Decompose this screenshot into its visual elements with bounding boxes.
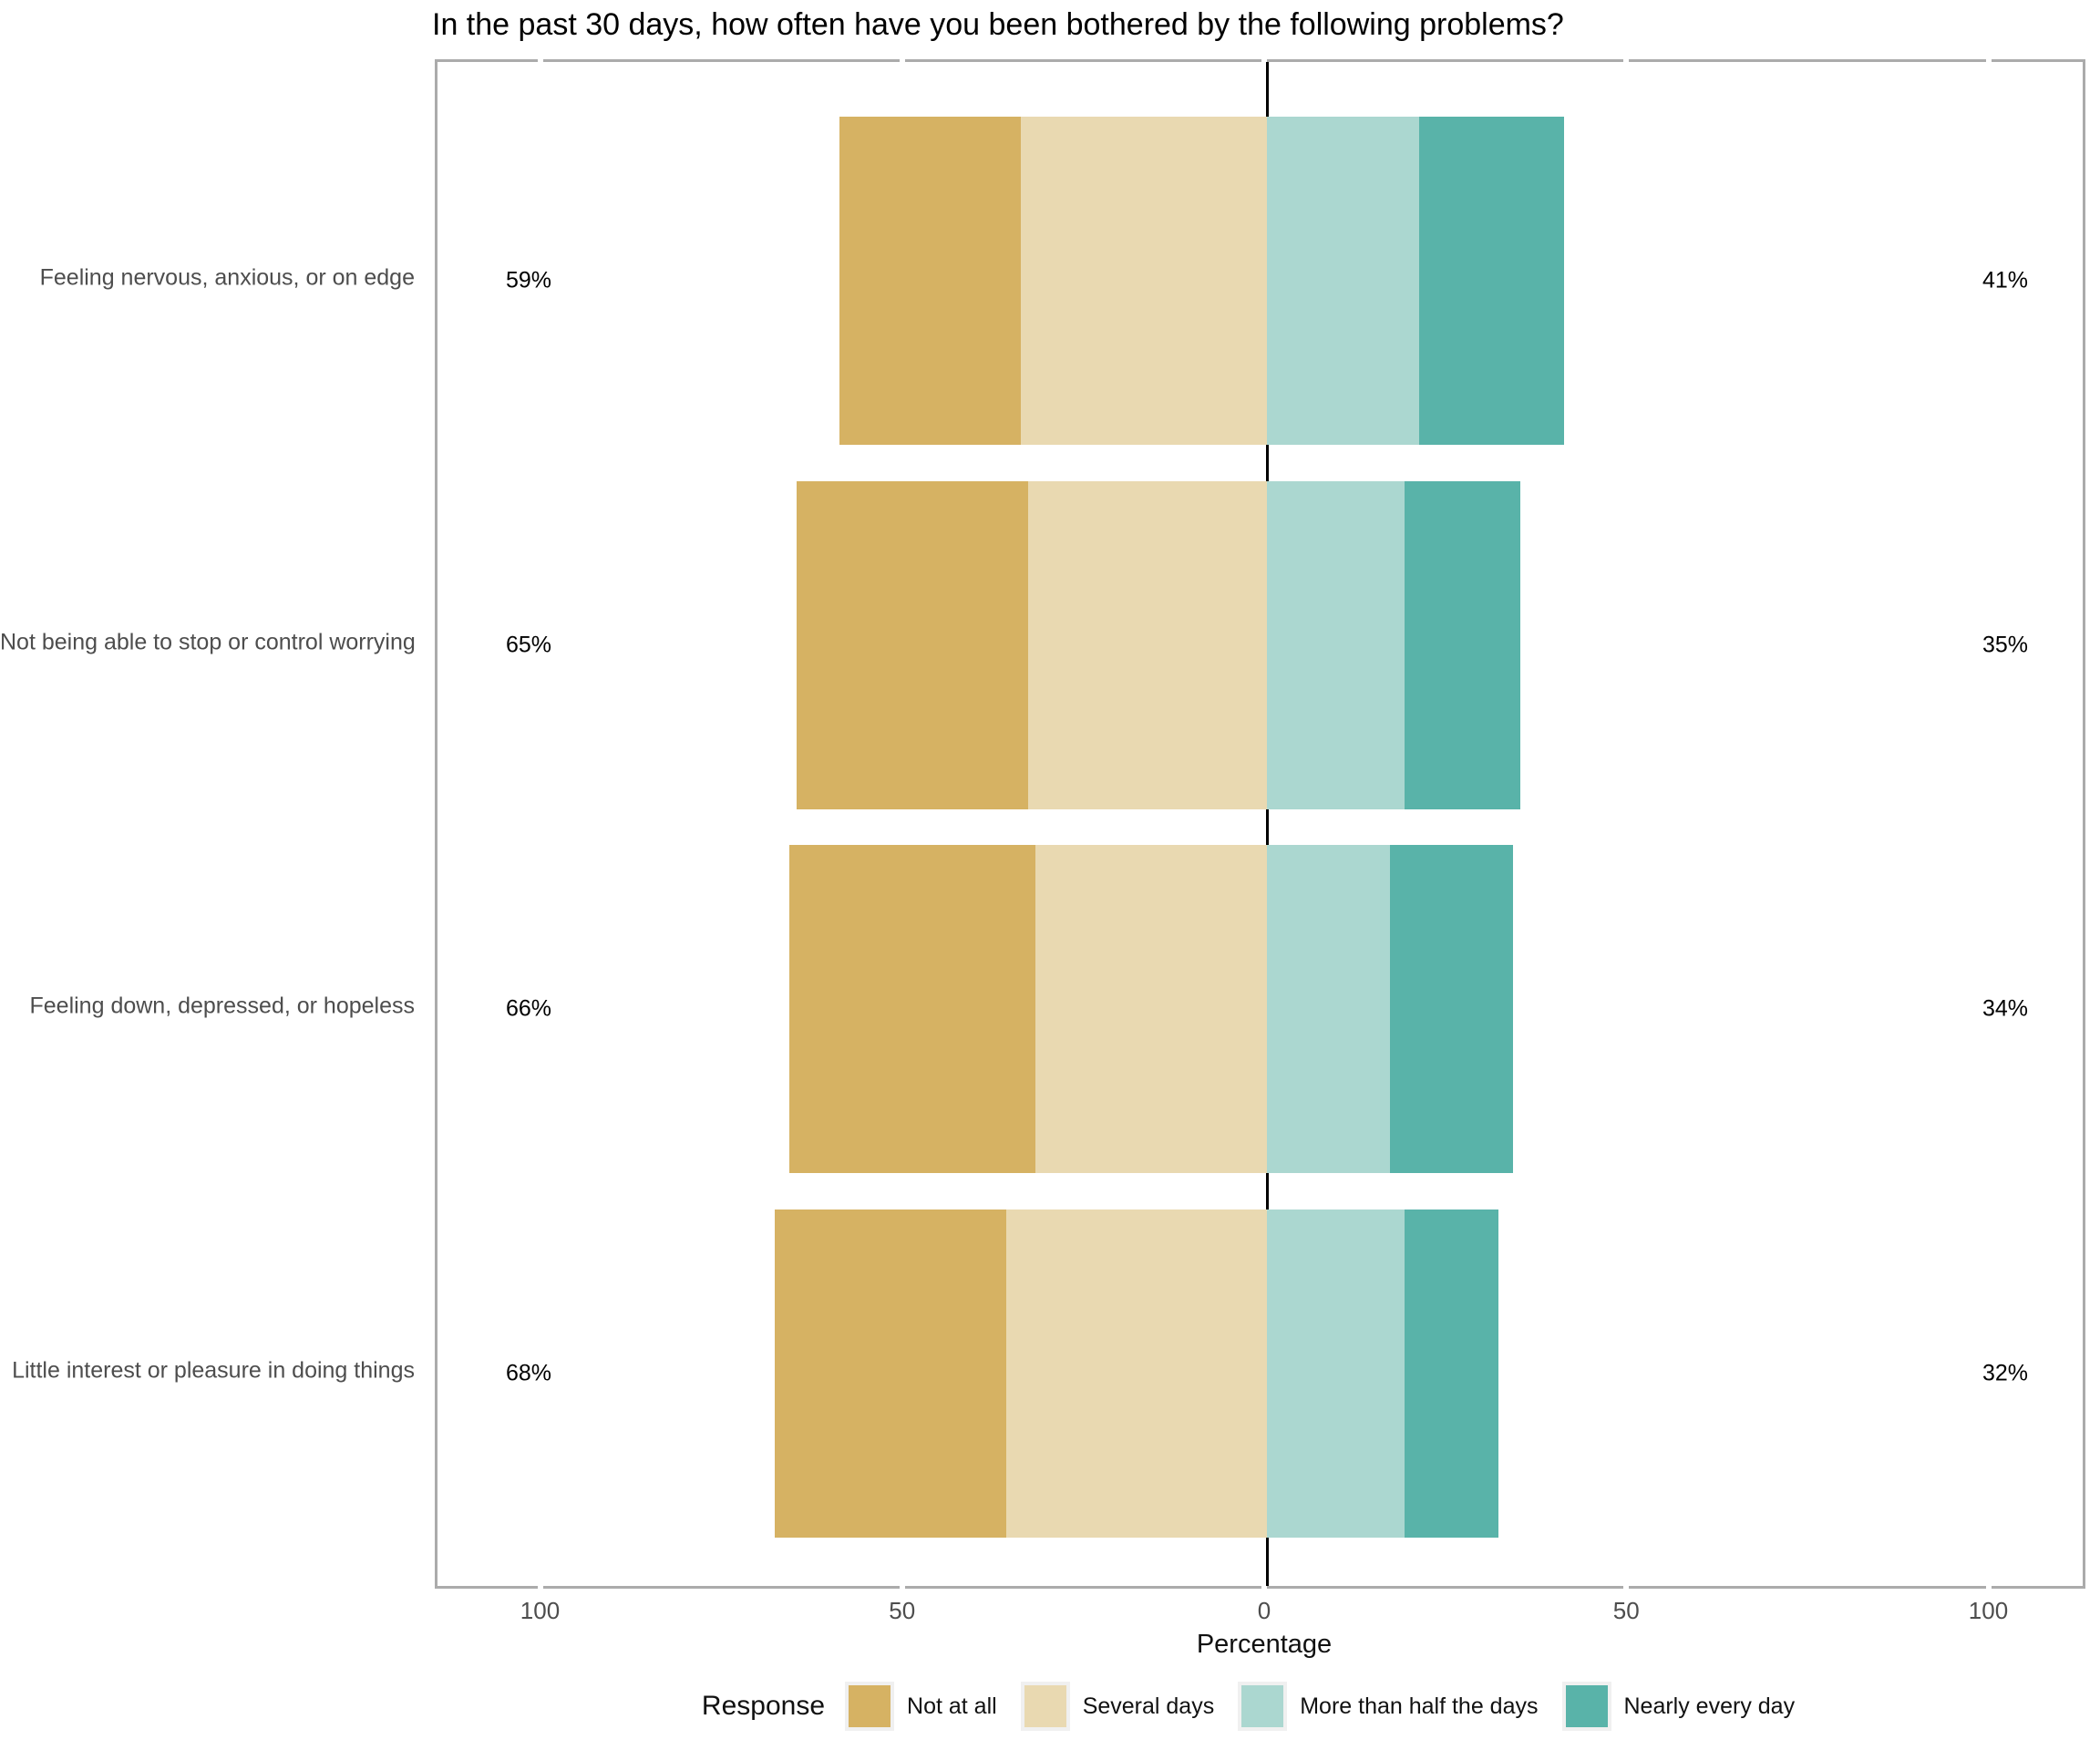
legend-item-several-days: Several days (1020, 1682, 1215, 1731)
right-total-label: 34% (1982, 995, 2029, 1022)
bar-segment-nearly-every-day (1390, 845, 1514, 1173)
tick-notch (1985, 1586, 1992, 1589)
legend-label: Several days (1082, 1693, 1215, 1719)
legend-label: Nearly every day (1623, 1693, 1796, 1719)
plot-panel: 59% 41% 65% 35% 66% 34% 68% 32% (435, 59, 2085, 1589)
legend-item-nearly-every-day: Nearly every day (1561, 1682, 1796, 1731)
bar-segment-not-at-all (774, 1209, 1006, 1538)
bar-row-little-interest-or-pleasure-in-doing-things (438, 1209, 2088, 1538)
legend-item-not-at-all: Not at all (845, 1682, 997, 1731)
tick-notch (537, 59, 543, 62)
tick-notch (1985, 59, 1992, 62)
bar-row-feeling-down-depressed-or-hopeless (438, 845, 2088, 1173)
legend-label: Not at all (907, 1693, 997, 1719)
tick-notch (1623, 1586, 1630, 1589)
bar-row-feeling-nervous-anxious-or-on-edge (438, 117, 2088, 445)
category-label-not-being-able-to-stop-or-control-worrying: Not being able to stop or control worryi… (0, 629, 416, 654)
bar-segment-nearly-every-day (1418, 117, 1564, 445)
legend-swatch-not-at-all (849, 1685, 891, 1727)
x-tick-label: 50 (1612, 1597, 1640, 1624)
category-label-feeling-nervous-anxious-or-on-edge: Feeling nervous, anxious, or on edge (39, 264, 415, 291)
left-total-label: 65% (505, 632, 552, 657)
right-total-label: 41% (1982, 267, 2029, 293)
x-tick-label: 50 (889, 1597, 916, 1624)
x-tick-label: 100 (520, 1597, 561, 1624)
right-total-label: 32% (1982, 1360, 2029, 1385)
bar-segment-nearly-every-day (1404, 480, 1521, 809)
bar-segment-more-than-half-the-days (1267, 117, 1419, 445)
legend-item-more-than-half-the-days: More than half the days (1238, 1682, 1539, 1731)
x-tick-label: 0 (1257, 1597, 1271, 1624)
legend-swatch-nearly-every-day (1565, 1685, 1608, 1727)
bar-segment-more-than-half-the-days (1267, 1209, 1405, 1538)
legend-key (1561, 1682, 1611, 1731)
tick-notch (1261, 1586, 1267, 1589)
left-total-label: 59% (505, 267, 552, 293)
legend-key (845, 1682, 895, 1731)
tick-notch (1623, 59, 1630, 62)
bar-segment-not-at-all (839, 117, 1021, 445)
x-tick-label: 100 (1968, 1597, 2009, 1624)
left-total-label: 66% (505, 995, 552, 1022)
category-label-feeling-down-depressed-or-hopeless: Feeling down, depressed, or hopeless (29, 993, 416, 1019)
legend-items: Not at all Several days More than half the… (845, 1682, 1818, 1731)
bar-segment-several-days (1020, 117, 1267, 445)
bar-segment-not-at-all (788, 845, 1035, 1173)
tick-notch (899, 1586, 905, 1589)
right-total-label: 35% (1982, 632, 2029, 657)
left-total-label: 68% (505, 1360, 552, 1385)
tick-notch (537, 1586, 543, 1589)
bar-segment-more-than-half-the-days (1267, 480, 1405, 809)
legend-key (1238, 1682, 1288, 1731)
x-axis-title: Percentage (1196, 1630, 1333, 1659)
bar-segment-several-days (1035, 845, 1267, 1173)
legend-label: More than half the days (1300, 1693, 1539, 1719)
tick-notch (1261, 59, 1267, 62)
zero-axis-line (1266, 62, 1269, 1586)
bar-segment-more-than-half-the-days (1267, 845, 1391, 1173)
bar-segment-several-days (1027, 480, 1267, 809)
legend-key (1020, 1682, 1070, 1731)
bar-segment-nearly-every-day (1404, 1209, 1499, 1538)
legend: Response Not at all Several days More than… (435, 1677, 2085, 1735)
chart-title: In the past 30 days, how often have you … (432, 7, 1564, 42)
category-label-little-interest-or-pleasure-in-doing-things: Little interest or pleasure in doing thi… (12, 1357, 415, 1383)
legend-swatch-more-than-half-the-days (1241, 1685, 1284, 1727)
bar-segment-not-at-all (796, 480, 1028, 809)
bar-row-not-being-able-to-stop-or-control-worrying (438, 480, 2088, 809)
legend-swatch-several-days (1024, 1685, 1066, 1727)
legend-title: Response (701, 1691, 826, 1721)
tick-notch (899, 59, 905, 62)
bar-segment-several-days (1005, 1209, 1267, 1538)
